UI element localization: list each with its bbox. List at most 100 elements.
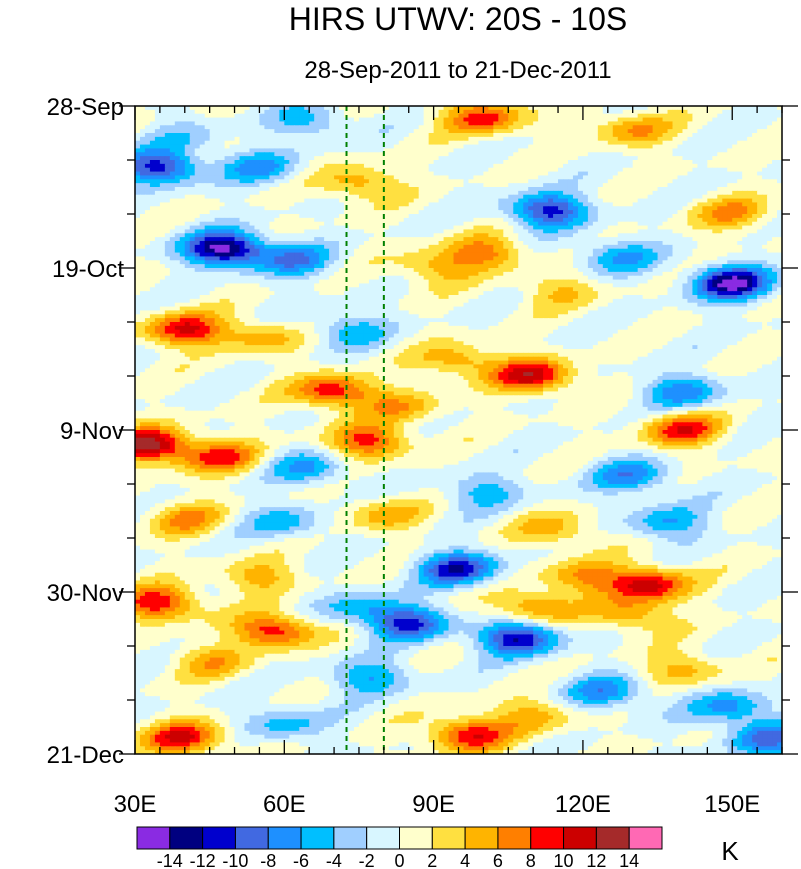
heatmap-cell (309, 160, 315, 164)
heatmap-cell (429, 152, 435, 156)
heatmap-cell (568, 125, 574, 129)
heatmap-cell (389, 145, 395, 149)
heatmap-cell (304, 118, 310, 122)
heatmap-cell (409, 175, 415, 179)
heatmap-cell (658, 145, 664, 149)
heatmap-cell (603, 156, 609, 160)
heatmap-cell (170, 152, 176, 156)
heatmap-cell (767, 145, 773, 149)
heatmap-cell (618, 137, 624, 141)
heatmap-cell (478, 121, 484, 125)
heatmap-cell (767, 148, 773, 152)
heatmap-cell (304, 121, 310, 125)
heatmap-cell (563, 133, 569, 137)
heatmap-cell (682, 156, 688, 160)
heatmap-cell (752, 148, 758, 152)
heatmap-cell (145, 156, 151, 160)
heatmap-cell (732, 164, 738, 168)
heatmap-cell (419, 125, 425, 129)
heatmap-cell (145, 164, 151, 168)
heatmap-cell (538, 133, 544, 137)
heatmap-cell (205, 168, 211, 172)
heatmap-cell (264, 145, 270, 149)
heatmap-cell (180, 175, 186, 179)
heatmap-cell (339, 114, 345, 118)
heatmap-cell (215, 152, 221, 156)
heatmap-cell (483, 160, 489, 164)
heatmap-cell (424, 164, 430, 168)
heatmap-cell (160, 133, 166, 137)
heatmap-cell (170, 121, 176, 125)
heatmap-cell (717, 118, 723, 122)
heatmap-cell (220, 148, 226, 152)
heatmap-cell (483, 141, 489, 145)
heatmap-cell (513, 175, 519, 179)
heatmap-cell (533, 172, 539, 176)
heatmap-cell (135, 145, 141, 149)
heatmap-cell (225, 129, 231, 133)
heatmap-cell (135, 118, 141, 122)
heatmap-cell (692, 156, 698, 160)
heatmap-cell (687, 118, 693, 122)
heatmap-cell (712, 125, 718, 129)
heatmap-cell (424, 141, 430, 145)
heatmap-cell (429, 168, 435, 172)
heatmap-cell (543, 168, 549, 172)
heatmap-cell (732, 121, 738, 125)
heatmap-cell (702, 172, 708, 176)
heatmap-cell (538, 114, 544, 118)
heatmap-cell (727, 156, 733, 160)
heatmap-cell (225, 133, 231, 137)
heatmap-cell (165, 110, 171, 114)
heatmap-cell (707, 118, 713, 122)
heatmap-cell (359, 152, 365, 156)
heatmap-cell (240, 145, 246, 149)
heatmap-cell (349, 156, 355, 160)
heatmap-cell (135, 152, 141, 156)
heatmap-cell (284, 175, 290, 179)
heatmap-cell (180, 118, 186, 122)
heatmap-cell (498, 152, 504, 156)
heatmap-cell (583, 114, 589, 118)
heatmap-cell (304, 160, 310, 164)
heatmap-cell (399, 110, 405, 114)
heatmap-cell (762, 164, 768, 168)
heatmap-cell (145, 175, 151, 179)
heatmap-cell (548, 110, 554, 114)
heatmap-cell (160, 164, 166, 168)
heatmap-cell (737, 114, 743, 118)
heatmap-cell (190, 121, 196, 125)
heatmap-cell (603, 125, 609, 129)
heatmap-cell (663, 164, 669, 168)
heatmap-cell (747, 160, 753, 164)
heatmap-cell (548, 168, 554, 172)
heatmap-cell (404, 152, 410, 156)
heatmap-cell (727, 152, 733, 156)
heatmap-cell (518, 110, 524, 114)
heatmap-cell (180, 114, 186, 118)
heatmap-cell (349, 141, 355, 145)
heatmap-cell (394, 164, 400, 168)
heatmap-cell (533, 110, 539, 114)
heatmap-cell (314, 137, 320, 141)
heatmap-cell (568, 172, 574, 176)
heatmap-cell (702, 168, 708, 172)
heatmap-cell (230, 125, 236, 129)
heatmap-cell (399, 156, 405, 160)
heatmap-cell (732, 110, 738, 114)
heatmap-cell (563, 160, 569, 164)
heatmap-cell (712, 145, 718, 149)
heatmap-cell (419, 164, 425, 168)
heatmap-cell (488, 118, 494, 122)
heatmap-cell (638, 137, 644, 141)
heatmap-cell (160, 156, 166, 160)
heatmap-cell (135, 133, 141, 137)
heatmap-cell (742, 121, 748, 125)
heatmap-cell (319, 133, 325, 137)
heatmap-cell (140, 148, 146, 152)
heatmap-cell (294, 168, 300, 172)
heatmap-cell (463, 118, 469, 122)
heatmap-cell (215, 175, 221, 179)
heatmap-cell (663, 133, 669, 137)
heatmap-cell (523, 141, 529, 145)
